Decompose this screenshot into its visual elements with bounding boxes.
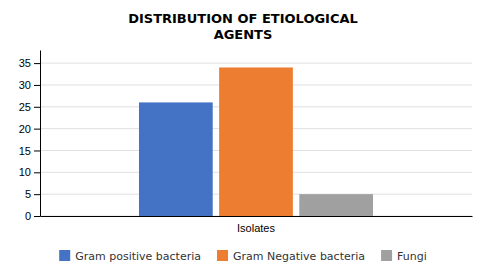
tick-mark	[34, 194, 40, 195]
tick-label: 35	[19, 57, 31, 69]
legend-swatch	[381, 250, 392, 261]
legend-swatch	[59, 250, 70, 261]
bar	[139, 102, 213, 216]
tick: 10	[19, 166, 40, 178]
legend-item: Gram Negative bacteria	[217, 250, 365, 263]
legend-swatch	[217, 250, 228, 261]
tick-mark	[34, 150, 40, 151]
tick-mark	[34, 216, 40, 217]
legend-label: Gram positive bacteria	[75, 250, 201, 263]
tick: 0	[25, 210, 40, 222]
tick: 5	[25, 188, 40, 200]
grid	[40, 63, 472, 216]
tick-label: 0	[25, 210, 31, 222]
tick-label: 5	[25, 188, 31, 200]
legend-label: Gram Negative bacteria	[233, 250, 365, 263]
x-axis: Isolates	[41, 217, 473, 234]
title: DISTRIBUTION OF ETIOLOGICALAGENTS	[128, 11, 358, 42]
axis-line	[40, 51, 41, 217]
axis-line	[41, 216, 473, 217]
grid-line	[40, 63, 472, 64]
tick-mark	[34, 172, 40, 173]
tick-label: 15	[19, 144, 31, 156]
legend-item: Gram positive bacteria	[59, 250, 201, 263]
title-line: AGENTS	[214, 27, 273, 42]
tick: Isolates	[237, 222, 275, 234]
tick: 15	[19, 144, 40, 156]
legend-item: Fungi	[381, 250, 427, 263]
tick-mark	[34, 129, 40, 130]
legend-label: Fungi	[397, 250, 427, 263]
tick: 20	[19, 123, 40, 135]
title-line: DISTRIBUTION OF ETIOLOGICAL	[128, 11, 358, 26]
tick-label: 10	[19, 166, 31, 178]
tick: 25	[19, 101, 40, 113]
bar	[299, 194, 373, 216]
tick-mark	[34, 107, 40, 108]
chart-svg: DISTRIBUTION OF ETIOLOGICALAGENTS 0 5 10 15 2…	[0, 0, 486, 272]
chart-container: DISTRIBUTION OF ETIOLOGICALAGENTS 0 5 10 15 2…	[0, 0, 486, 272]
tick-label: 30	[19, 79, 31, 91]
tick-mark	[34, 85, 40, 86]
plot: 0 5 10 15 20 25 30 35 Isolates	[19, 51, 473, 234]
tick-label: 20	[19, 123, 31, 135]
bar	[219, 67, 293, 216]
tick: 30	[19, 79, 40, 91]
tick-label: 25	[19, 101, 31, 113]
tick-label: Isolates	[237, 222, 275, 234]
tick: 35	[19, 57, 40, 69]
y-axis: 0 5 10 15 20 25 30 35	[19, 51, 41, 223]
bars	[139, 67, 373, 216]
tick-mark	[34, 63, 40, 64]
legend: Gram positive bacteria Gram Negative bact…	[59, 250, 427, 263]
